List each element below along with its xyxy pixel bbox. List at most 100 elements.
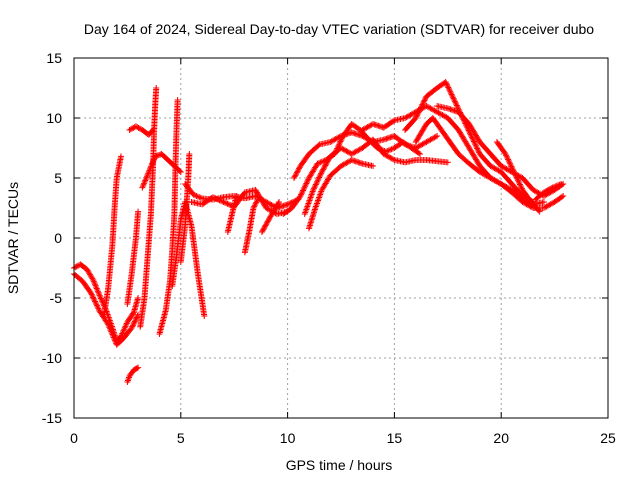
data-point — [337, 138, 344, 145]
data-point — [72, 264, 79, 271]
data-point — [264, 218, 271, 225]
data-point — [505, 156, 512, 163]
data-point — [471, 139, 478, 146]
data-point — [556, 181, 563, 188]
data-point — [132, 317, 139, 324]
data-point — [121, 326, 128, 333]
data-point — [400, 140, 407, 147]
data-point — [514, 177, 521, 184]
x-tick-label: 20 — [493, 430, 509, 446]
data-point — [447, 88, 454, 95]
data-point — [104, 320, 111, 327]
data-point — [317, 159, 324, 166]
data-point — [285, 200, 292, 207]
data-point — [323, 159, 330, 166]
data-point — [390, 118, 397, 125]
data-point — [221, 199, 228, 206]
data-point — [414, 112, 421, 119]
data-point — [472, 141, 479, 148]
data-point — [310, 187, 317, 193]
data-point — [196, 194, 203, 201]
data-point — [130, 124, 137, 131]
data-point — [320, 165, 327, 172]
data-point — [445, 84, 452, 91]
data-point — [552, 183, 559, 190]
data-point — [442, 79, 449, 85]
series-arc-11 — [177, 151, 193, 265]
data-point — [128, 325, 135, 331]
data-point — [130, 310, 137, 317]
data-point — [318, 170, 325, 177]
data-point — [444, 159, 451, 166]
data-point — [117, 153, 124, 160]
data-point — [453, 101, 460, 108]
data-point — [148, 163, 155, 170]
data-point — [93, 301, 100, 308]
data-point — [506, 159, 513, 166]
series-arc-16 — [258, 199, 283, 235]
data-point — [136, 125, 143, 132]
data-point — [251, 203, 258, 210]
data-point — [89, 292, 96, 299]
data-point — [512, 173, 519, 180]
data-point — [144, 171, 151, 178]
data-point — [443, 81, 450, 88]
data-point — [252, 200, 259, 207]
data-point — [555, 182, 562, 189]
data-point — [90, 277, 97, 283]
data-point — [297, 193, 304, 199]
y-tick-label: 10 — [46, 110, 62, 126]
data-point — [512, 171, 519, 178]
data-point — [93, 284, 100, 291]
data-point — [470, 138, 477, 145]
data-point — [517, 182, 524, 189]
data-point — [321, 163, 328, 170]
data-point — [451, 98, 458, 105]
data-point — [89, 275, 96, 282]
data-point — [387, 146, 394, 153]
data-point — [535, 207, 542, 214]
data-point — [192, 192, 199, 199]
data-point — [300, 187, 307, 194]
data-point — [263, 221, 270, 228]
data-point — [146, 167, 153, 174]
series-arc-3 — [100, 153, 124, 319]
data-point — [452, 99, 459, 106]
data-point — [251, 202, 258, 209]
y-tick-label: 5 — [54, 170, 62, 186]
data-point — [265, 217, 272, 224]
data-point — [142, 176, 149, 183]
data-point — [225, 201, 232, 208]
data-point — [94, 304, 101, 311]
series-arc-4 — [124, 364, 142, 385]
data-point — [470, 137, 477, 144]
x-tick-label: 10 — [280, 430, 296, 446]
data-point — [445, 85, 452, 92]
data-point — [95, 305, 102, 312]
data-point — [123, 321, 130, 328]
data-point — [515, 178, 522, 185]
data-point — [318, 169, 325, 175]
data-point — [449, 92, 456, 99]
data-point — [318, 158, 325, 165]
data-point — [473, 144, 480, 151]
data-point — [507, 160, 514, 167]
data-point — [220, 199, 227, 205]
data-point — [94, 302, 101, 309]
data-point — [419, 101, 426, 108]
data-point — [262, 222, 269, 229]
data-point — [389, 145, 396, 152]
x-tick-label: 25 — [600, 430, 616, 446]
chart-title: Day 164 of 2024, Sidereal Day-to-day VTE… — [84, 21, 594, 37]
x-tick-label: 5 — [177, 430, 185, 446]
data-point — [284, 201, 291, 208]
data-point — [513, 174, 520, 181]
y-axis-label: SDTVAR / TECUs — [5, 182, 21, 294]
data-point — [253, 199, 260, 206]
data-point — [336, 139, 343, 146]
data-point — [131, 319, 138, 326]
data-point — [432, 133, 439, 140]
data-point — [110, 333, 117, 340]
